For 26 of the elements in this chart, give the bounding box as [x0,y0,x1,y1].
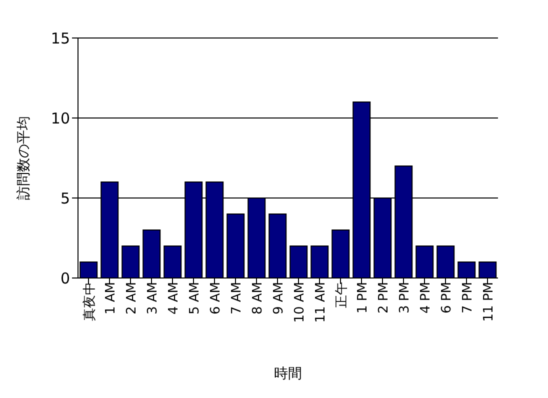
x-tick-label: 11 PM [482,282,497,322]
x-tick-label: 3 AM [146,282,161,315]
x-tick-label: 正午 [334,282,350,308]
x-tick-label: 真夜中 [82,282,98,321]
y-tick-label: 15 [50,29,70,48]
x-tick-label: 9 AM [272,282,287,315]
x-tick-label: 5 AM [188,282,203,315]
x-tick-label: 10 AM [292,282,308,323]
x-tick-label: 3 PM [398,282,413,314]
x-tick-label: 1 AM [104,282,119,315]
x-tick-label: 7 AM [230,282,245,315]
x-tick-label: 1 PM [356,282,371,314]
x-axis-title: 時間 [274,366,302,382]
y-tick-label: 10 [50,109,70,128]
y-tick-label: 5 [60,189,70,208]
x-tick-label: 4 AM [166,282,182,315]
x-tick-label: 7 PM [460,282,476,314]
x-tick-label: 6 AM [208,282,224,315]
y-axis-title: 訪問数の平均 [16,116,32,200]
x-tick-label: 6 PM [440,282,455,314]
y-tick-label: 0 [60,269,70,288]
x-tick-label: 11 AM [314,282,329,323]
x-tick-label: 2 PM [376,282,392,314]
x-tick-label: 8 AM [250,282,266,315]
x-tick-label: 4 PM [418,282,434,314]
x-tick-label: 2 AM [124,282,140,315]
